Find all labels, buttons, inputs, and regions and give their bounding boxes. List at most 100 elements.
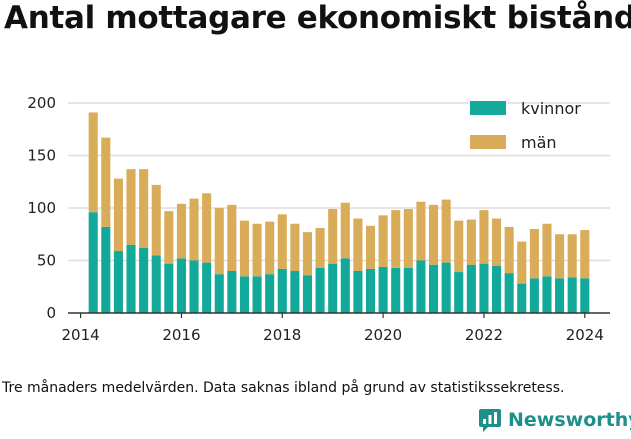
bar-man: [340, 202, 350, 259]
y-tick-label: 0: [46, 304, 56, 322]
bar-man: [353, 218, 363, 271]
x-tick-label: 2020: [364, 326, 402, 344]
bar-kvinnor: [151, 255, 161, 313]
bar-kvinnor: [504, 273, 514, 313]
bar-man: [454, 220, 464, 273]
legend: kvinnor män: [470, 99, 581, 152]
bar-man: [391, 210, 401, 268]
y-tick-label: 200: [27, 94, 56, 112]
bar-man: [227, 204, 237, 271]
bar-man: [555, 234, 565, 279]
bar-kvinnor: [302, 275, 313, 313]
bar-man: [315, 227, 325, 268]
bar-man: [567, 234, 577, 278]
x-tick-label: 2016: [162, 326, 200, 344]
bar-kvinnor: [340, 258, 350, 313]
bar-kvinnor: [227, 271, 237, 313]
bar-man: [580, 230, 590, 279]
bar-kvinnor: [113, 251, 123, 313]
bar-man: [416, 201, 426, 261]
bar-man: [365, 225, 376, 269]
bar-kvinnor: [466, 264, 476, 313]
bar-man: [202, 193, 212, 263]
legend-label: män: [521, 133, 557, 152]
bar-kvinnor: [290, 271, 300, 313]
bar-man: [290, 223, 300, 271]
bar-kvinnor: [315, 267, 325, 313]
y-tick-label: 150: [27, 147, 56, 165]
bar-man: [479, 210, 489, 264]
bar-man: [378, 215, 388, 267]
bar-man: [277, 214, 287, 269]
x-tick-label: 2014: [62, 326, 100, 344]
bar-man: [214, 208, 224, 275]
bar-kvinnor: [139, 247, 149, 313]
x-tick-label: 2022: [465, 326, 503, 344]
bar-man: [88, 112, 98, 213]
axes: 0 50 100 150 200 2014 2016 2018 2020 2022 2024: [27, 94, 610, 344]
bar-man: [302, 232, 313, 276]
footnote: Tre månaders medelvärden. Data saknas ib…: [2, 380, 565, 396]
bar-man: [466, 219, 476, 265]
brand: Newsworthy: [478, 408, 631, 432]
grid-lines: [68, 102, 610, 262]
bar-kvinnor: [252, 276, 262, 313]
bar-man: [492, 218, 502, 266]
bar-man: [504, 226, 514, 274]
chart-title: Antal mottagare ekonomiskt bistånd: [4, 0, 631, 36]
bar-kvinnor: [441, 262, 451, 313]
bar-kvinnor: [378, 266, 388, 313]
bar-kvinnor: [567, 277, 577, 313]
bar-man: [403, 209, 413, 268]
legend-swatch: [470, 135, 506, 149]
bar-man: [252, 223, 262, 277]
bar-man: [265, 221, 275, 275]
bar-man: [164, 211, 174, 264]
bar-kvinnor: [529, 278, 539, 313]
bar-kvinnor: [202, 262, 212, 313]
bar-kvinnor: [391, 267, 401, 313]
bar-kvinnor: [88, 212, 98, 313]
bar-man: [139, 169, 149, 248]
bar-man: [176, 203, 186, 259]
bar-man: [328, 209, 338, 264]
bars: [88, 112, 590, 313]
brand-name: Newsworthy: [508, 409, 631, 431]
bar-kvinnor: [542, 276, 552, 313]
bar-man: [189, 198, 199, 261]
bar-kvinnor: [176, 258, 186, 313]
bar-kvinnor: [416, 260, 426, 313]
bar-man: [239, 220, 250, 277]
bar-kvinnor: [164, 263, 174, 313]
bar-kvinnor: [126, 244, 136, 313]
bar-kvinnor: [454, 272, 464, 313]
bar-kvinnor: [353, 271, 363, 313]
bar-kvinnor: [277, 268, 287, 313]
bar-kvinnor: [265, 274, 275, 313]
bar-man: [517, 241, 527, 284]
bar-kvinnor: [328, 263, 338, 313]
bar-man: [542, 223, 552, 277]
bar-kvinnor: [492, 265, 502, 313]
x-tick-label: 2024: [566, 326, 604, 344]
bar-kvinnor: [555, 278, 565, 313]
bar-kvinnor: [580, 278, 590, 313]
bar-man: [126, 169, 136, 245]
bar-kvinnor: [428, 264, 439, 313]
bar-kvinnor: [239, 276, 250, 313]
bar-man: [151, 184, 161, 256]
bar-man: [529, 229, 539, 279]
newsworthy-logo-icon: [479, 409, 501, 432]
x-tick-label: 2018: [263, 326, 301, 344]
legend-label: kvinnor: [521, 99, 581, 118]
bar-kvinnor: [517, 283, 527, 313]
bar-kvinnor: [365, 268, 376, 313]
bar-kvinnor: [479, 263, 489, 313]
bar-man: [441, 199, 451, 263]
y-tick-label: 100: [27, 199, 56, 217]
bar-man: [428, 204, 439, 265]
y-tick-label: 50: [37, 252, 56, 270]
bar-kvinnor: [189, 260, 199, 313]
stacked-bar-chart: 0 50 100 150 200 2014 2016 2018 2020 2022 2024 kvi…: [27, 94, 610, 344]
bar-kvinnor: [214, 274, 224, 313]
